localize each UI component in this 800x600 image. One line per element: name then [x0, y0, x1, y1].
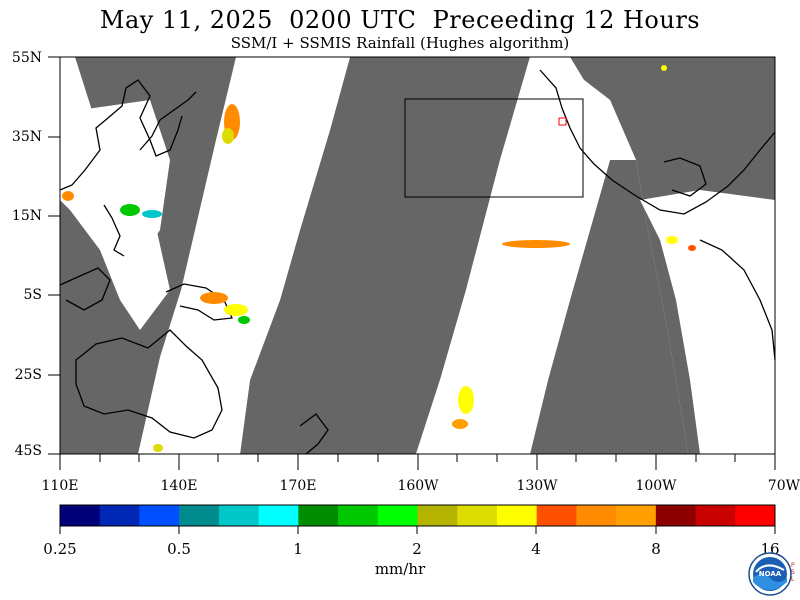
rain-patch [224, 304, 248, 316]
colorbar-units: mm/hr [374, 560, 426, 578]
coastline-south-america [699, 239, 776, 361]
colorbar-segment [695, 505, 736, 526]
colorbar-segment [735, 505, 776, 526]
lon-label: 160W [397, 478, 439, 494]
colorbar-segment [258, 505, 299, 526]
swath-gray-central-pacific [240, 57, 530, 454]
colorbar-segment [536, 505, 577, 526]
coastline-japan [139, 91, 197, 151]
rain-patch [452, 419, 468, 429]
lon-label: 70W [767, 478, 800, 494]
lon-label: 110E [41, 478, 79, 494]
colorbar-segment [576, 505, 617, 526]
colorbar-segment [139, 505, 180, 526]
rain-patch [120, 204, 140, 216]
lat-label: 45S [14, 443, 42, 459]
gap-east-pacific [416, 57, 636, 454]
colorbar-segment [99, 505, 140, 526]
logo-text: NOAA [759, 570, 782, 578]
map-title: May 11, 2025 0200 UTC Preceeding 12 Hour… [99, 6, 701, 34]
colorbar-segment [496, 505, 538, 526]
rain-patch [458, 386, 474, 414]
coastline-north-america [539, 69, 776, 215]
colorbar-tick-label: 4 [531, 540, 541, 558]
noaa-logo: NOAA [748, 552, 792, 596]
red-marker [558, 117, 567, 126]
colorbar-tick-label: 8 [651, 540, 661, 558]
lon-label: 140E [160, 478, 198, 494]
rain-patch [153, 444, 163, 452]
lat-label: 35N [11, 129, 42, 145]
coastline-borneo [59, 267, 111, 311]
lon-ticks [59, 454, 776, 470]
rain-patch [666, 236, 678, 244]
colorbar-segment [298, 505, 339, 526]
colorbar-segment [179, 505, 220, 526]
lon-label: 100W [635, 478, 677, 494]
colorbar-ticks [59, 526, 776, 534]
gap-south-america-west [640, 190, 775, 454]
lat-label: 15N [11, 208, 42, 224]
rain-patch [62, 191, 74, 201]
colorbar-tick-label: 0.5 [167, 540, 191, 558]
colorbar-segment [377, 505, 418, 526]
colorbar-segment [417, 505, 458, 526]
rain-patch [688, 245, 696, 251]
lon-label: 170E [279, 478, 317, 494]
colorbar-tick-label: 0.25 [43, 540, 77, 558]
coastline-gulf-mexico [663, 157, 707, 197]
coastline-philippines [103, 204, 125, 257]
colorbar-segment [457, 505, 498, 526]
colorbar-tick-label: 1 [293, 540, 303, 558]
colorbar-segment [60, 505, 101, 526]
region-box [404, 98, 584, 198]
colorbar-tick-label: 2 [412, 540, 422, 558]
lon-label: 130W [516, 478, 558, 494]
colorbar-segment [338, 505, 379, 526]
swath-gray-southeast [530, 160, 688, 454]
gap-west-pacific [200, 57, 350, 454]
rain-patch [222, 128, 234, 144]
lat-ticks [48, 56, 60, 455]
colorbar-segment [218, 505, 260, 526]
rain-patch [142, 210, 162, 218]
coastline-australia [75, 329, 223, 439]
coastline-new-zealand [299, 413, 329, 455]
rain-patch [661, 65, 667, 71]
coastlines [59, 69, 776, 455]
gap-east-asia [60, 57, 170, 330]
colorbar-segment [655, 505, 697, 526]
lat-label: 25S [14, 367, 42, 383]
rain-patch [200, 292, 228, 304]
no-data-gaps [60, 57, 775, 454]
rain-patch [238, 316, 250, 324]
coastline-asia [59, 79, 183, 191]
rain-patch [502, 240, 570, 248]
lat-label: 55N [11, 50, 42, 66]
colorbar-segment [616, 505, 657, 526]
map-subtitle: SSM/I + SSMIS Rainfall (Hughes algorithm… [230, 34, 570, 52]
rainfall-patches [62, 65, 696, 452]
map-panel [59, 56, 776, 455]
colorbar [60, 505, 776, 526]
lat-label: 5S [23, 287, 43, 303]
